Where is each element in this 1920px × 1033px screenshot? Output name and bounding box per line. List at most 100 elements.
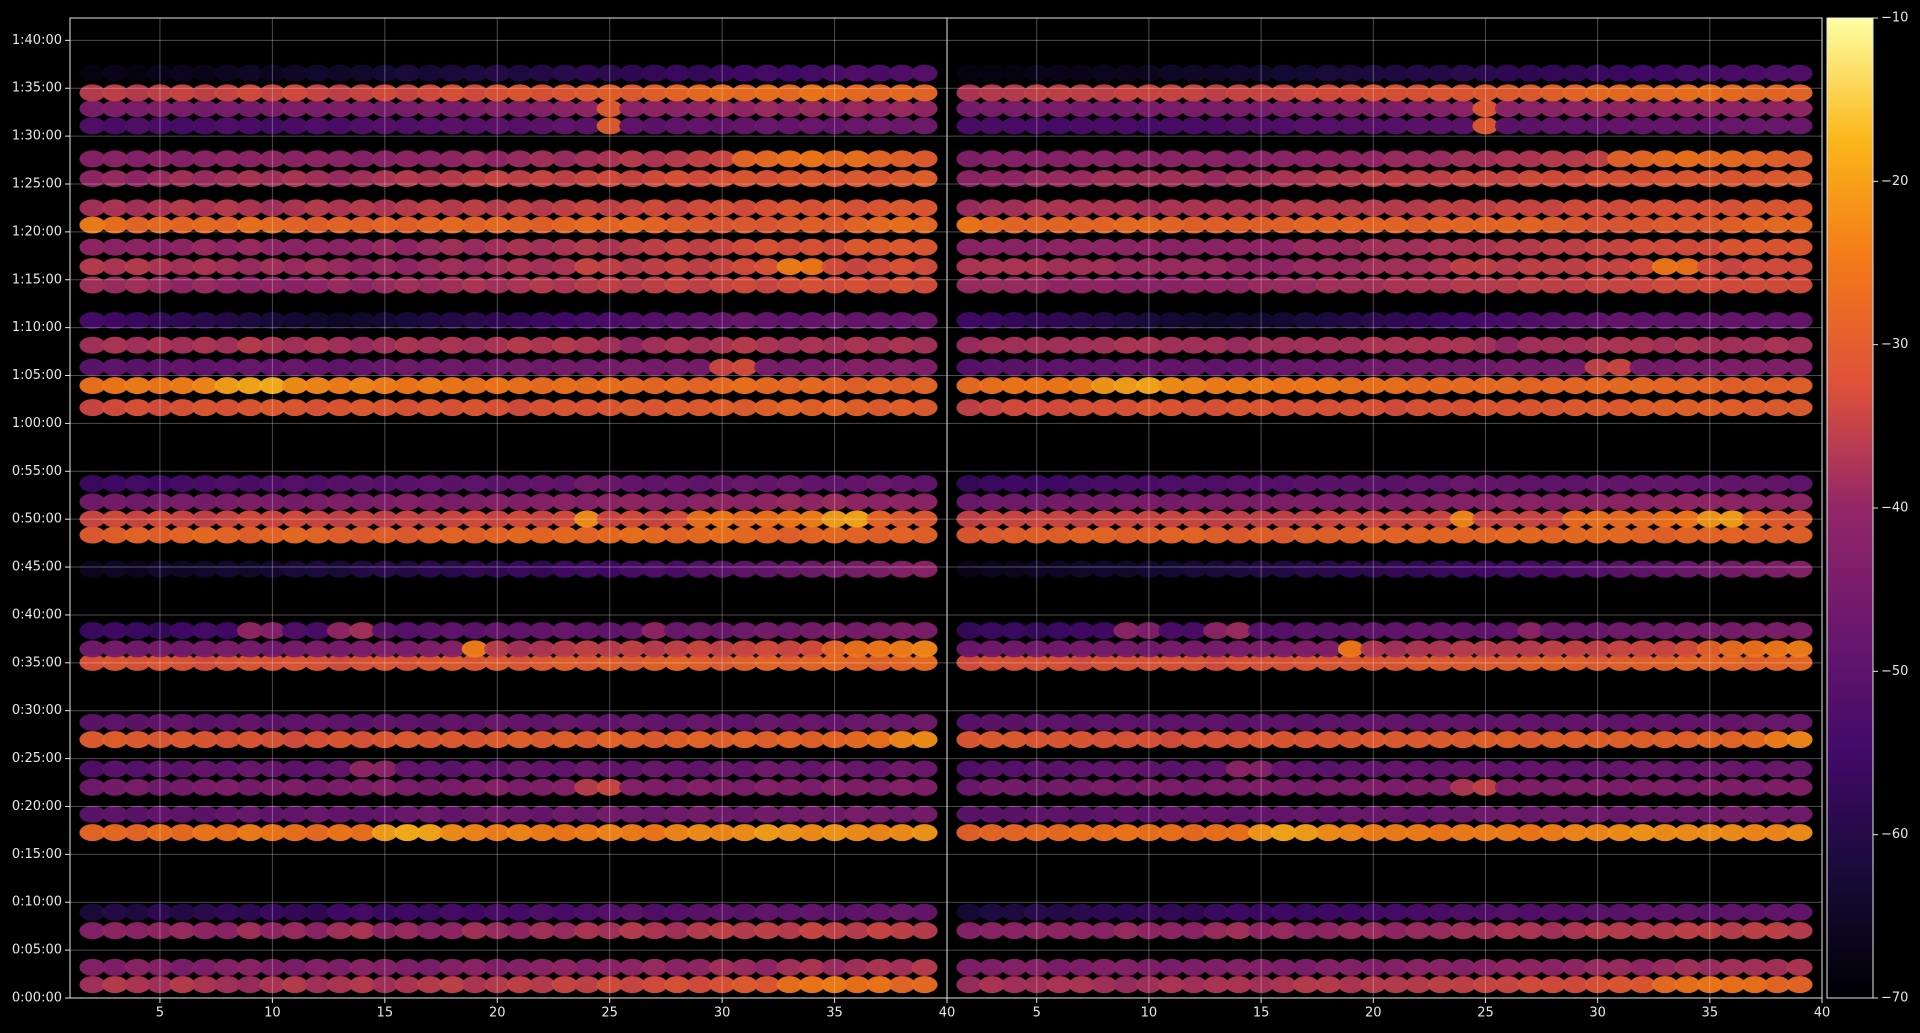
cell: [506, 216, 533, 234]
cell: [754, 150, 781, 168]
cell: [1741, 713, 1768, 731]
cell: [236, 640, 263, 658]
cell: [641, 336, 668, 354]
cell: [1562, 150, 1589, 168]
cell: [574, 510, 601, 528]
cell: [1674, 778, 1701, 796]
cell: [259, 170, 286, 188]
x-tick-label: 5: [1033, 1006, 1041, 1021]
cell: [1315, 84, 1342, 102]
cell: [1517, 475, 1544, 493]
cell: [1360, 824, 1387, 842]
cell: [214, 778, 241, 796]
cell: [1091, 258, 1118, 276]
cell: [799, 258, 826, 276]
cell: [1337, 622, 1364, 640]
cell: [1494, 84, 1521, 102]
cell: [214, 238, 241, 256]
cell: [1450, 64, 1477, 82]
cell: [1629, 903, 1656, 921]
cell: [596, 399, 623, 417]
cell: [416, 170, 443, 188]
cell: [956, 493, 983, 511]
cell: [484, 238, 511, 256]
cell: [1248, 216, 1275, 234]
cell: [1203, 84, 1230, 102]
cell: [371, 100, 398, 118]
cell: [1607, 170, 1634, 188]
cell: [461, 824, 488, 842]
cell: [1517, 653, 1544, 671]
cell: [1651, 560, 1678, 578]
cell: [506, 622, 533, 640]
cell: [551, 526, 578, 544]
cell: [1382, 731, 1409, 749]
cell: [1472, 493, 1499, 511]
cell: [956, 760, 983, 778]
cell: [1651, 399, 1678, 417]
cell: [866, 778, 893, 796]
cell: [1158, 117, 1185, 135]
cell: [1225, 216, 1252, 234]
cell: [1046, 100, 1073, 118]
cell: [596, 64, 623, 82]
cell: [1023, 238, 1050, 256]
cell: [754, 117, 781, 135]
cell: [1337, 526, 1364, 544]
cell: [978, 713, 1005, 731]
cell: [1494, 922, 1521, 940]
cell: [1539, 560, 1566, 578]
cell: [1450, 117, 1477, 135]
cell: [1562, 64, 1589, 82]
cell: [1405, 150, 1432, 168]
cell: [371, 510, 398, 528]
cell: [259, 510, 286, 528]
cell: [1068, 805, 1095, 823]
cell: [461, 117, 488, 135]
cell: [1517, 358, 1544, 376]
cell: [1741, 622, 1768, 640]
cell: [911, 958, 938, 976]
cell: [844, 805, 871, 823]
cell: [1337, 170, 1364, 188]
cell: [1046, 778, 1073, 796]
cell: [506, 358, 533, 376]
cell: [1719, 358, 1746, 376]
cell: [1068, 510, 1095, 528]
cell: [596, 805, 623, 823]
cell: [956, 475, 983, 493]
cell: [1360, 958, 1387, 976]
cell: [281, 276, 308, 294]
heatmap-cells: [79, 64, 938, 994]
cell: [439, 622, 466, 640]
cell: [596, 100, 623, 118]
cell: [619, 760, 646, 778]
cell: [371, 276, 398, 294]
cell: [1786, 64, 1813, 82]
cell: [484, 622, 511, 640]
cell: [1292, 731, 1319, 749]
cell: [1382, 958, 1409, 976]
cell: [326, 640, 353, 658]
cell: [574, 199, 601, 217]
cell: [1674, 653, 1701, 671]
cell: [1741, 976, 1768, 994]
cell: [1786, 399, 1813, 417]
cell: [866, 84, 893, 102]
cell: [664, 510, 691, 528]
cell: [1292, 216, 1319, 234]
cell: [799, 216, 826, 234]
cell: [619, 640, 646, 658]
cell: [799, 199, 826, 217]
cell: [1764, 653, 1791, 671]
cell: [1337, 258, 1364, 276]
cell: [866, 976, 893, 994]
cell: [551, 958, 578, 976]
cell: [1674, 824, 1701, 842]
cell: [1248, 399, 1275, 417]
cell: [304, 922, 331, 940]
cell: [1113, 64, 1140, 82]
cell: [866, 493, 893, 511]
cell: [1427, 622, 1454, 640]
cell: [1203, 377, 1230, 395]
